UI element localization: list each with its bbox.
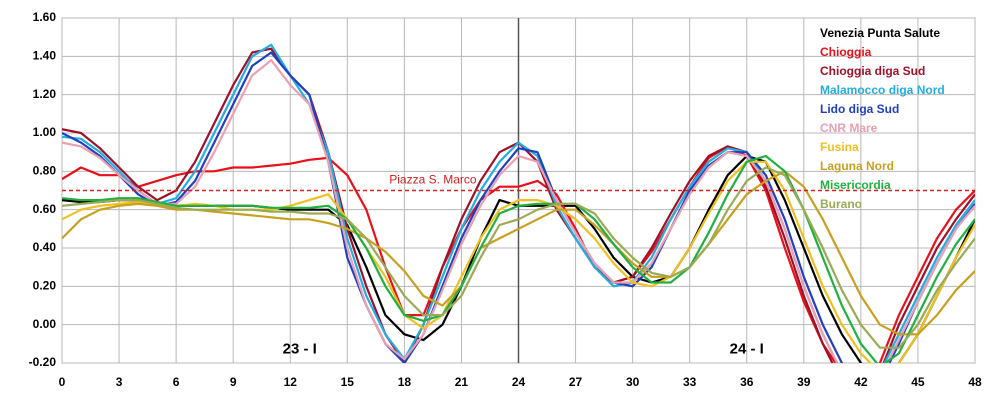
series-line [62, 166, 975, 349]
y-tick-label: 1.20 [33, 87, 57, 101]
grid: -0.20 0.00 0.20 0.40 0.60 0.80 1.00 1.20 1.40 1.6… [29, 10, 982, 389]
x-tick-label: 0 [59, 375, 66, 389]
series-line [62, 170, 975, 336]
legend-entry: Fusina [820, 140, 859, 154]
x-tick-label: 9 [230, 375, 237, 389]
y-tick-label: 1.00 [33, 125, 57, 139]
x-tick-label: 45 [911, 375, 925, 389]
y-tick-label: 0.60 [33, 202, 57, 216]
legend-entry: CNR Mare [820, 121, 878, 135]
legend-entry: Laguna Nord [820, 159, 894, 173]
series-lines [62, 43, 975, 363]
day-label: 23 - I [283, 341, 317, 358]
x-tick-label: 21 [455, 375, 469, 389]
y-tick-label: 0.20 [33, 279, 57, 293]
y-tick-label: 0.40 [33, 240, 57, 254]
y-tick-label: 1.40 [33, 49, 57, 63]
x-tick-label: 3 [116, 375, 123, 389]
x-tick-label: 30 [626, 375, 640, 389]
legend-entry: Lido diga Sud [820, 102, 899, 116]
y-tick-label: -0.20 [29, 355, 57, 369]
legend-entry: Venezia Punta Salute [820, 26, 940, 40]
series-line [62, 154, 975, 363]
legend-entry: Burano [820, 197, 862, 211]
x-tick-label: 24 [512, 375, 526, 389]
y-tick-label: 0.00 [33, 317, 57, 331]
x-tick-label: 48 [968, 375, 982, 389]
x-tick-label: 27 [569, 375, 583, 389]
y-tick-label: 0.80 [33, 164, 57, 178]
x-tick-label: 15 [341, 375, 355, 389]
x-tick-label: 36 [740, 375, 754, 389]
x-tick-label: 42 [854, 375, 868, 389]
x-tick-label: 39 [797, 375, 811, 389]
x-tick-label: 18 [398, 375, 412, 389]
day-label: 24 - I [730, 341, 764, 358]
series-line [62, 59, 975, 363]
legend-entry: Misericordia [820, 178, 891, 192]
y-tick-label: 1.60 [33, 10, 57, 24]
x-tick-label: 12 [284, 375, 298, 389]
legend-entry: Chioggia diga Sud [820, 64, 925, 78]
legend-entry: Chioggia [820, 45, 872, 59]
threshold-label: Piazza S. Marco [389, 173, 477, 187]
x-tick-label: 6 [173, 375, 180, 389]
legend-entry: Malamocco diga Nord [820, 83, 945, 97]
x-tick-label: 33 [683, 375, 697, 389]
series-line [62, 51, 975, 363]
annotations: Piazza S. Marco 23 - I 24 - I Venezia Punta… [62, 26, 975, 358]
